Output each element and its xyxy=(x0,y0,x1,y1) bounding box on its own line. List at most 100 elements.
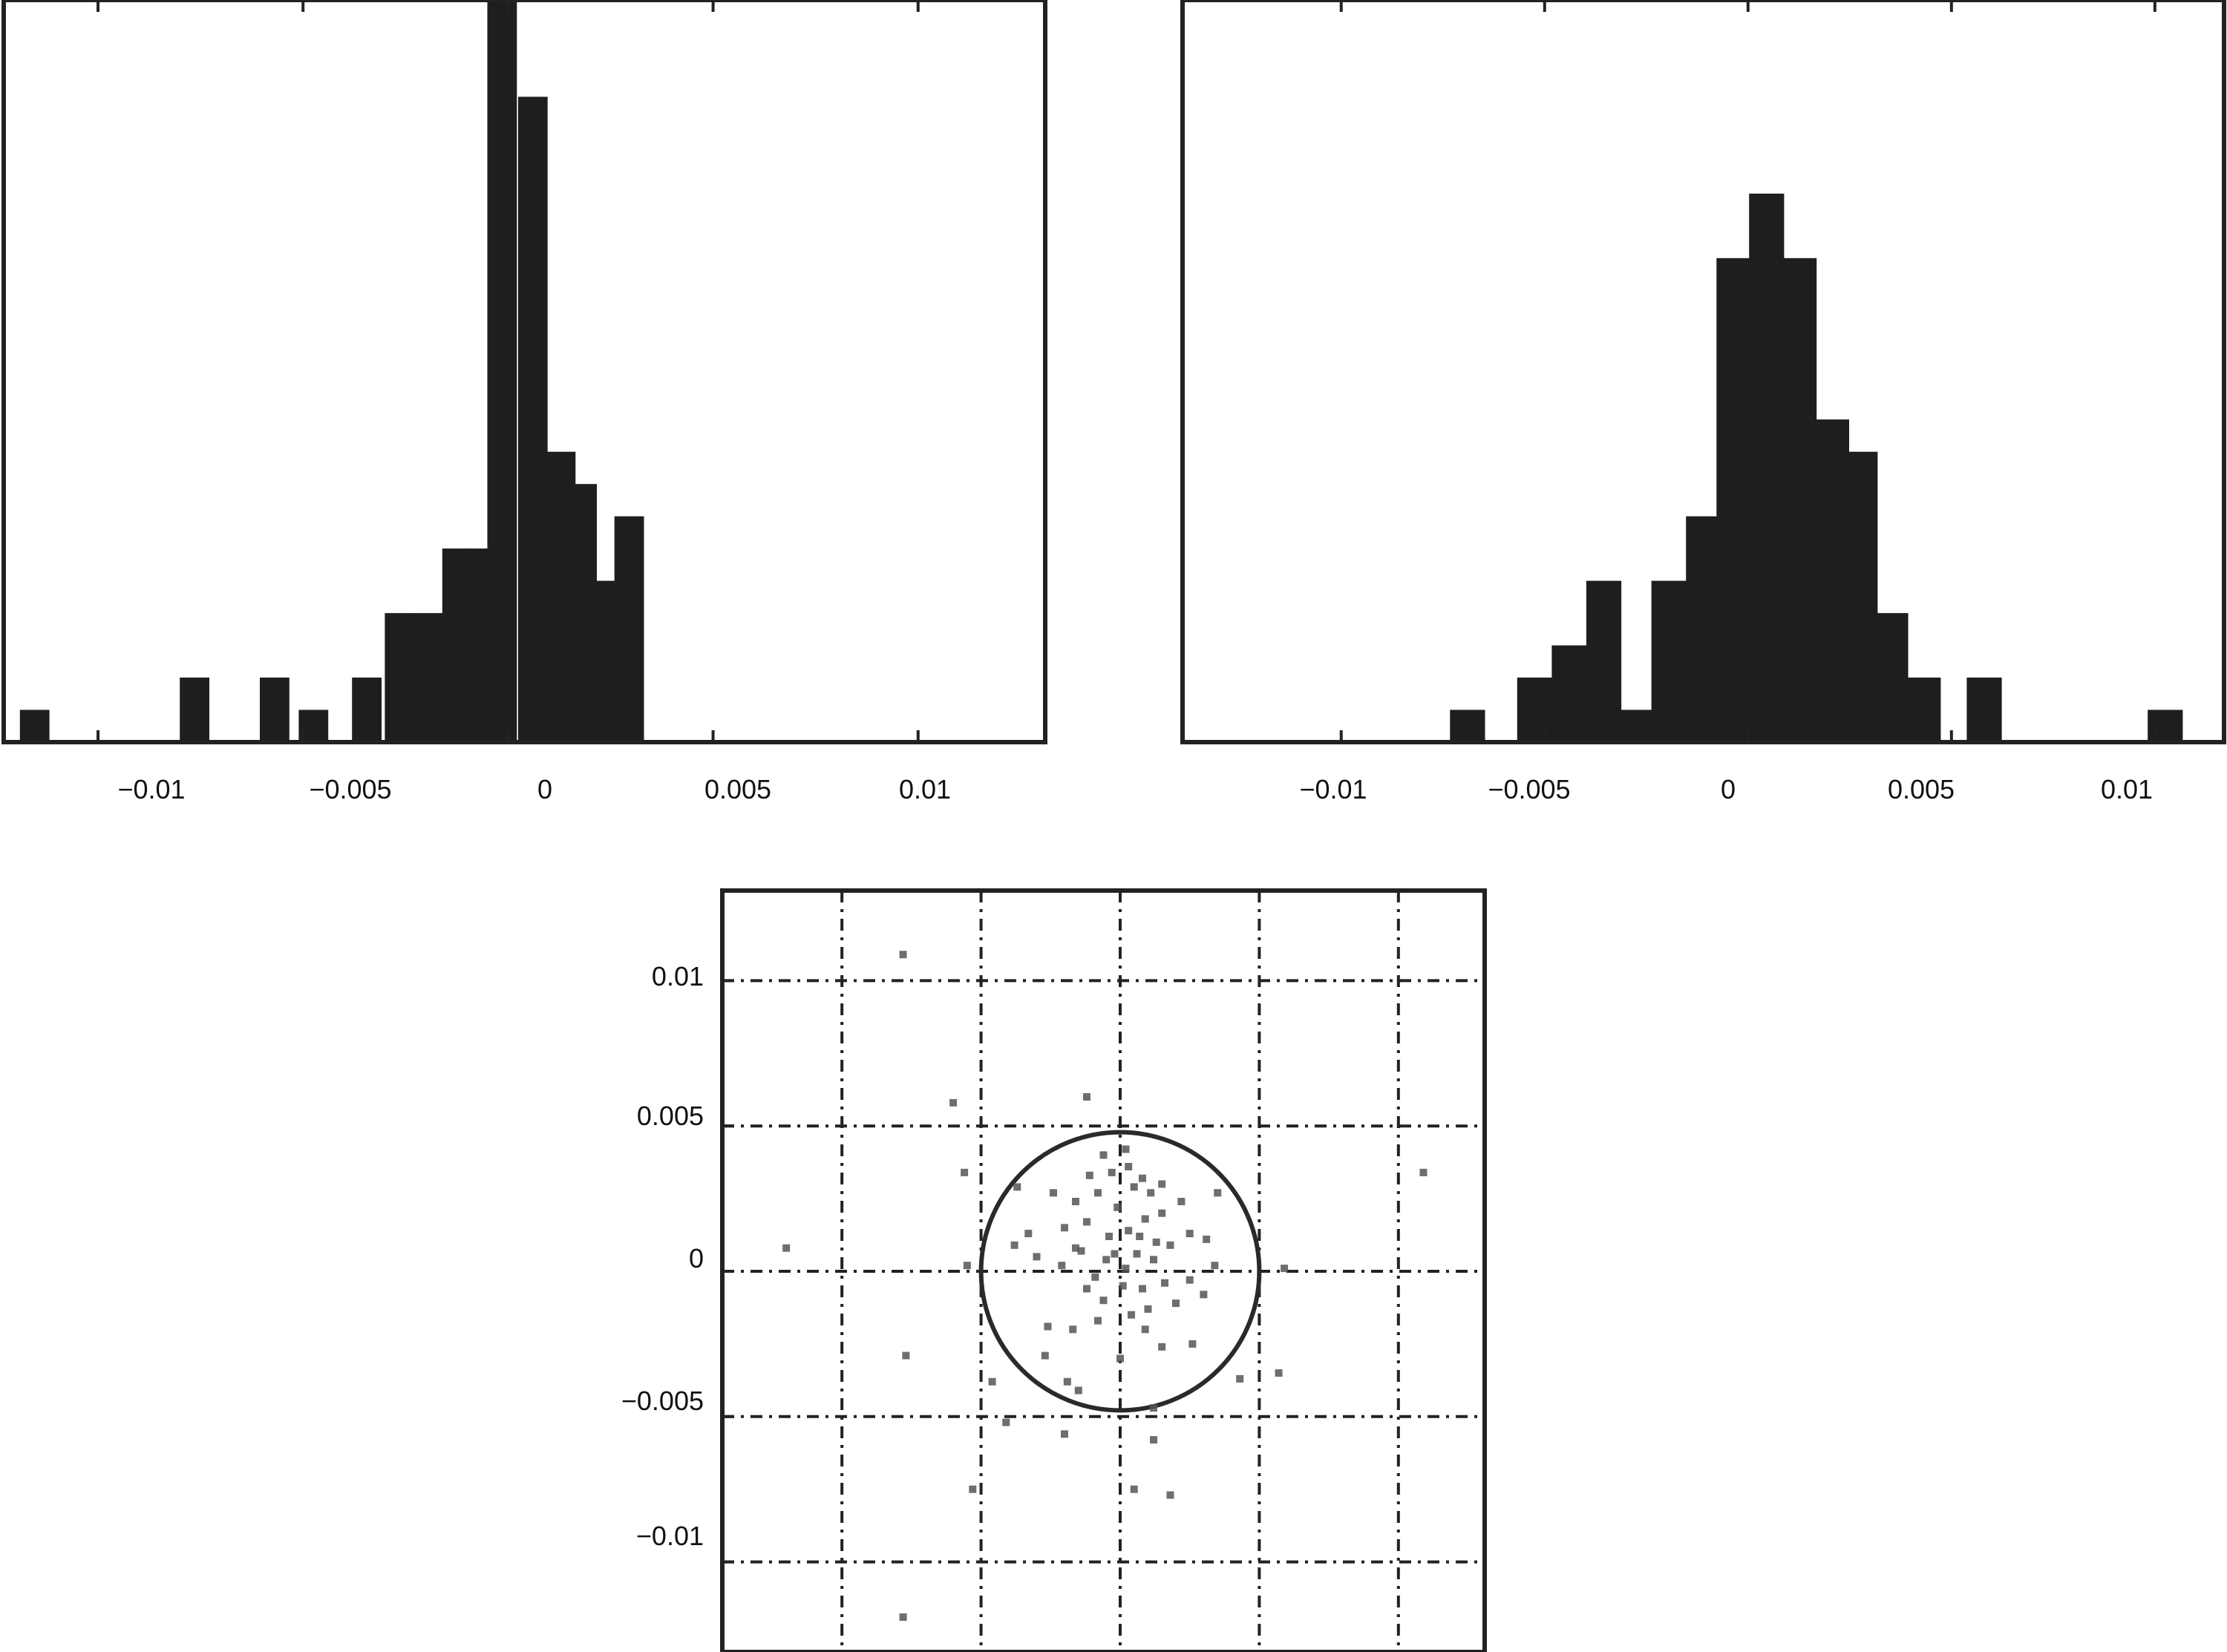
histogram-right-bar xyxy=(1716,258,1752,742)
scatter-point xyxy=(1091,1273,1099,1281)
scatter-point xyxy=(1152,1238,1160,1246)
histogram-left-bar xyxy=(442,548,472,742)
scatter-point xyxy=(1061,1224,1068,1232)
histogram-left-ticks xyxy=(97,0,920,742)
histogram-right-xtick-label: 0.005 xyxy=(1888,774,1955,804)
scatter-point xyxy=(1119,1282,1127,1290)
histogram-left-bar xyxy=(19,709,50,742)
scatter-point xyxy=(1150,1436,1157,1444)
histogram-right-bar xyxy=(1906,678,1941,742)
scatter-point xyxy=(1236,1374,1244,1383)
scatter-point xyxy=(1083,1285,1090,1293)
scatter-point xyxy=(1172,1299,1180,1308)
histogram-left-xtick-label: 0.01 xyxy=(899,774,951,804)
scatter-point xyxy=(1214,1189,1222,1197)
scatter-frame xyxy=(720,888,1487,1652)
scatter-point xyxy=(1177,1198,1186,1205)
histogram-right-bar xyxy=(1517,678,1552,742)
scatter-point xyxy=(1044,1322,1052,1331)
scatter-point xyxy=(1125,1163,1133,1170)
scatter-point xyxy=(1188,1340,1197,1348)
scatter-point xyxy=(1211,1262,1219,1270)
scatter-point xyxy=(1136,1233,1144,1240)
scatter-point xyxy=(1147,1189,1155,1197)
histogram-left-frame xyxy=(1,0,1047,744)
scatter-point xyxy=(1033,1253,1041,1261)
histogram-left-bar xyxy=(180,678,209,742)
scatter-ytick-label: −0.005 xyxy=(621,1386,704,1416)
scatter-point xyxy=(1139,1174,1146,1182)
scatter-point xyxy=(1144,1305,1152,1313)
scatter-point xyxy=(1419,1168,1428,1176)
scatter-point xyxy=(899,951,907,959)
histogram-right-bar xyxy=(1749,193,1785,742)
histogram-right-xtick-label: 0.01 xyxy=(2101,774,2153,804)
histogram-right-xtick-label: −0.005 xyxy=(1488,774,1570,804)
scatter-point xyxy=(1186,1276,1194,1284)
scatter-point xyxy=(1203,1235,1211,1243)
scatter-point xyxy=(1125,1227,1133,1235)
histogram-right-bar xyxy=(1966,678,2002,742)
scatter-point xyxy=(1161,1279,1168,1287)
histogram-left-xtick-label: −0.005 xyxy=(309,774,391,804)
scatter-point xyxy=(1083,1218,1090,1226)
scatter-point xyxy=(1111,1250,1119,1258)
histogram-left-bar xyxy=(352,678,382,742)
scatter-point xyxy=(1024,1230,1033,1238)
scatter-point xyxy=(1141,1215,1149,1223)
scatter-bottom: −0.01 −0.005 0 0.005 0.01 xyxy=(621,888,1487,1652)
scatter-point xyxy=(1013,1183,1021,1191)
scatter-point xyxy=(1166,1241,1174,1249)
histogram-right-bar xyxy=(2148,709,2183,742)
scatter-point xyxy=(1158,1209,1166,1217)
histogram-right-bar xyxy=(1782,258,1817,742)
scatter-ytick-label: 0.01 xyxy=(652,961,704,991)
scatter-point xyxy=(1158,1180,1166,1188)
scatter-point xyxy=(782,1244,791,1252)
scatter-point xyxy=(902,1351,910,1360)
histogram-left-bar xyxy=(614,516,644,742)
histogram-left-bars xyxy=(19,0,644,742)
histogram-left-bar xyxy=(260,678,290,742)
scatter-point xyxy=(1050,1189,1057,1197)
scatter-point xyxy=(1141,1325,1149,1334)
histogram-right-bar xyxy=(1842,451,1878,742)
scatter-point xyxy=(1133,1250,1141,1258)
scatter-point xyxy=(1130,1485,1138,1493)
scatter-point xyxy=(1200,1291,1208,1299)
scatter-point xyxy=(1083,1093,1090,1101)
scatter-point xyxy=(1108,1168,1116,1176)
scatter-point xyxy=(1072,1198,1079,1205)
scatter-point xyxy=(1158,1343,1166,1351)
scatter-point xyxy=(1063,1377,1071,1386)
scatter-point xyxy=(899,1613,907,1621)
scatter-point xyxy=(1074,1386,1082,1394)
scatter-point xyxy=(1072,1244,1079,1252)
scatter-point xyxy=(1041,1351,1049,1360)
scatter-point xyxy=(1058,1262,1066,1270)
histogram-left-bar xyxy=(517,96,548,742)
scatter-ytick-label: 0.005 xyxy=(637,1101,704,1131)
scatter-point xyxy=(1099,1297,1108,1305)
scatter-point xyxy=(1094,1317,1102,1325)
scatter-point xyxy=(1150,1256,1157,1264)
histogram-right-ticks xyxy=(1339,0,2156,742)
histogram-right-bar xyxy=(1551,645,1587,742)
scatter-point xyxy=(1150,1404,1157,1412)
scatter-point xyxy=(961,1168,969,1176)
scatter-point xyxy=(1094,1189,1102,1197)
scatter-point xyxy=(963,1262,971,1270)
histogram-right-frame xyxy=(1180,0,2226,744)
histogram-right-xtick-label: −0.01 xyxy=(1299,774,1367,804)
scatter-point xyxy=(1099,1151,1108,1159)
scatter-point xyxy=(1281,1265,1289,1273)
histogram-left-bar xyxy=(413,613,443,742)
histogram-right-bar xyxy=(1450,709,1485,742)
scatter-point xyxy=(988,1377,996,1386)
scatter-point xyxy=(1275,1369,1283,1377)
scatter-point xyxy=(1061,1430,1068,1438)
scatter-point xyxy=(1166,1491,1174,1499)
histogram-left-xtick-label: 0.005 xyxy=(704,774,771,804)
scatter-point xyxy=(1128,1311,1135,1319)
histogram-left-xtick-label: 0 xyxy=(537,774,552,804)
